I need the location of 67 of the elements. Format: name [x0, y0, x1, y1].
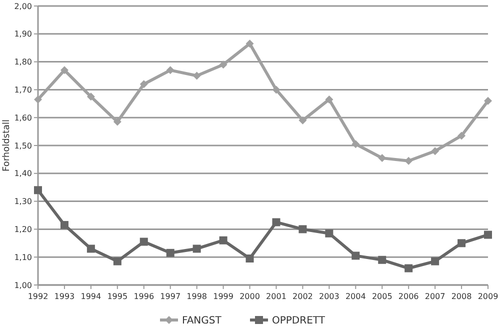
point [352, 140, 360, 148]
y-tick-label: 1,20 [14, 225, 32, 234]
point [34, 95, 42, 104]
point [298, 116, 307, 124]
point [325, 229, 334, 238]
y-tick-label: 1,60 [14, 113, 32, 122]
point [60, 221, 68, 230]
x-tick-label: 2009 [478, 292, 498, 301]
point [192, 72, 201, 80]
point [219, 60, 228, 69]
x-tick-label: 1995 [107, 292, 128, 301]
x-tick-label: 1997 [160, 292, 181, 301]
y-tick-label: 1,00 [14, 280, 32, 290]
point [219, 236, 228, 244]
point [166, 66, 174, 74]
x-tick-label: 2007 [424, 292, 446, 301]
x-tick-label: 2000 [240, 292, 260, 301]
point [298, 225, 307, 234]
x-tick-label: 2005 [372, 292, 392, 301]
legend-label: FANGST [182, 316, 222, 326]
y-tick-label: 1,10 [14, 252, 32, 262]
x-tick-label: 1998 [186, 292, 208, 301]
point [86, 244, 95, 253]
point [140, 80, 148, 88]
point [431, 257, 440, 266]
point [352, 252, 360, 260]
x-tick-label: 1994 [80, 292, 102, 301]
point [246, 254, 254, 262]
x-tick-label: 1992 [28, 292, 48, 301]
point [86, 92, 95, 101]
x-tick-label: 1999 [213, 292, 234, 301]
x-tick-label: 2003 [318, 292, 340, 301]
x-tick-label: 2008 [451, 292, 472, 301]
point [484, 230, 492, 239]
point [458, 132, 466, 140]
point [113, 257, 122, 266]
point [60, 66, 68, 74]
x-tick-label: 1996 [134, 292, 154, 301]
x-tick-label: 1993 [54, 292, 75, 301]
point [140, 238, 148, 246]
point [458, 239, 466, 248]
x-tick-label: 2001 [266, 292, 286, 301]
point [325, 95, 334, 104]
y-tick-label: 2,00 [14, 2, 32, 11]
x-tick-label: 2006 [398, 292, 419, 301]
point [192, 244, 201, 253]
point [431, 147, 440, 156]
y-tick-label: 1,30 [14, 197, 32, 206]
y-tick-label: 1,50 [14, 141, 32, 150]
y-tick-label: 1,40 [14, 169, 32, 178]
point [484, 96, 492, 105]
y-axis-title: Forholdstall [2, 119, 12, 172]
y-tick-label: 1,90 [14, 30, 32, 39]
point [34, 186, 42, 194]
y-tick-label: 1,70 [14, 86, 32, 94]
point [272, 218, 280, 226]
point [404, 156, 413, 165]
point [113, 118, 122, 126]
legend-label: OPPDRETT [272, 316, 326, 326]
x-tick-label: 2004 [345, 292, 366, 301]
point [378, 256, 386, 264]
point [404, 264, 413, 272]
x-tick-label: 2002 [292, 292, 313, 301]
point [272, 86, 280, 94]
point [166, 248, 174, 257]
y-tick-label: 1,80 [14, 58, 32, 67]
point [246, 40, 254, 48]
